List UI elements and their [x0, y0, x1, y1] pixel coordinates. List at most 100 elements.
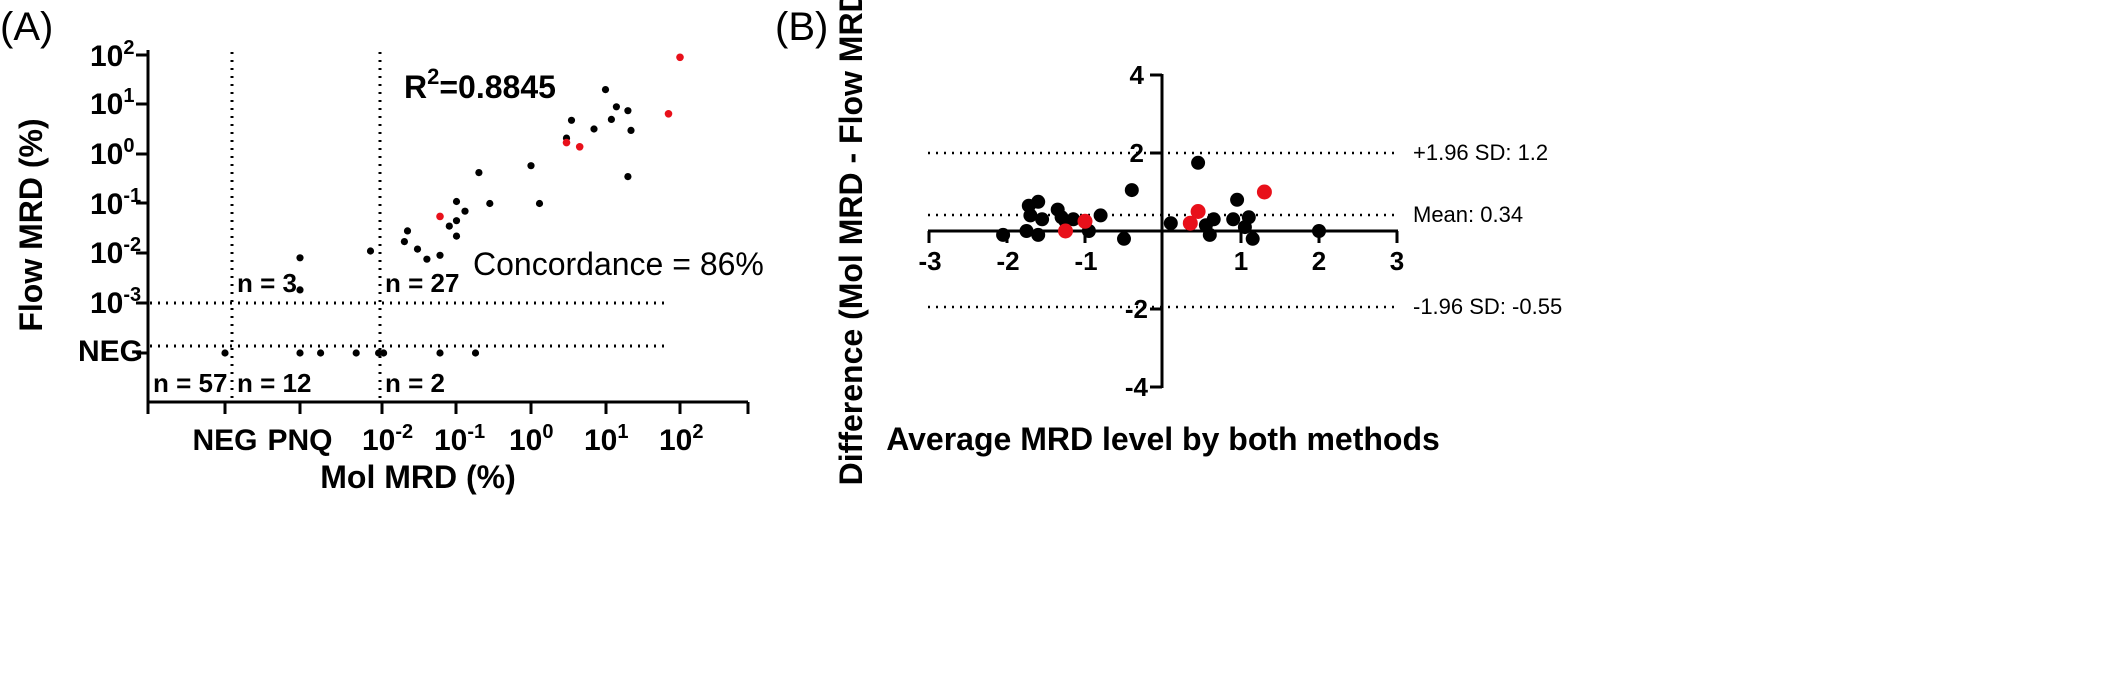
svg-text:102: 102 — [659, 421, 704, 457]
a-point-black — [471, 349, 480, 357]
a-ytick-1e-3: 10-3 — [90, 284, 141, 320]
a-point-black — [567, 116, 576, 124]
count-n57: n = 57 — [153, 368, 227, 398]
svg-text:101: 101 — [584, 421, 629, 457]
a-xtick-pnq: PNQ — [267, 424, 332, 457]
a-point-red — [575, 143, 584, 151]
svg-text:R2=0.8845: R2=0.8845 — [404, 64, 556, 105]
b-upper-loa-label: +1.96 SD: 1.2 — [1413, 140, 1548, 165]
b-lower-loa-label: -1.96 SD: -0.55 — [1413, 294, 1562, 319]
b-point-black — [1245, 231, 1260, 246]
panel-b-points — [996, 155, 1326, 246]
a-x-axis-title: Mol MRD (%) — [320, 459, 516, 495]
a-xtick-1e-2: 10-2 — [362, 421, 413, 457]
svg-text:100: 100 — [509, 421, 554, 457]
b-point-red — [1077, 213, 1093, 229]
a-point-black — [452, 197, 461, 206]
panel-a: (A) NEG 10-3 10-2 10-1 100 101 102 NEG P… — [0, 5, 764, 495]
svg-text:10-1: 10-1 — [90, 185, 141, 221]
a-point-black — [400, 238, 408, 246]
b-point-black — [1066, 212, 1081, 227]
a-ytick-1e-1: 10-1 — [90, 185, 141, 221]
b-ytick-4: 4 — [1130, 60, 1145, 90]
a-point-black — [352, 349, 360, 357]
b-point-black — [1191, 155, 1206, 170]
b-point-black — [1230, 192, 1245, 207]
panel-a-label: (A) — [0, 5, 53, 49]
a-point-black — [461, 207, 469, 215]
b-point-black — [1124, 183, 1139, 198]
a-point-black — [445, 222, 453, 230]
b-point-black — [1031, 194, 1046, 209]
a-xtick-1e0: 100 — [509, 421, 554, 457]
b-point-black — [1093, 208, 1108, 223]
svg-text:10-2: 10-2 — [90, 234, 141, 270]
a-point-black — [486, 199, 494, 208]
a-point-black — [366, 247, 375, 255]
panel-b-label: (B) — [775, 5, 828, 49]
a-point-black — [624, 107, 632, 115]
a-point-black — [413, 245, 422, 253]
svg-text:101: 101 — [90, 85, 135, 121]
a-point-black — [527, 162, 535, 170]
a-ytick-1e2: 102 — [90, 37, 135, 73]
svg-text:102: 102 — [90, 37, 135, 73]
b-point-red — [1256, 184, 1272, 200]
a-point-black — [601, 86, 610, 94]
a-point-black — [627, 126, 635, 134]
a-point-black — [475, 169, 483, 177]
b-point-black — [1206, 212, 1221, 227]
a-point-black — [452, 232, 461, 240]
a-point-red — [676, 53, 684, 62]
b-ytick-m2: -2 — [1125, 294, 1148, 324]
b-xtick-m3: -3 — [918, 246, 941, 276]
b-point-black — [996, 227, 1011, 242]
a-y-axis-title: Flow MRD (%) — [13, 118, 49, 331]
b-ytick-2: 2 — [1130, 138, 1144, 168]
svg-text:10-1: 10-1 — [434, 421, 485, 457]
a-point-black — [423, 255, 431, 263]
count-n27: n = 27 — [385, 268, 459, 298]
a-point-red — [436, 212, 444, 221]
a-xtick-1e2: 102 — [659, 421, 704, 457]
a-ytick-1e-2: 10-2 — [90, 234, 141, 270]
a-xtick-1e1: 101 — [584, 421, 629, 457]
a-point-black — [380, 349, 388, 357]
panel-b: (B) +1.96 SD: 1.2 Mean: 0.34 -1.96 SD: -… — [775, 0, 1562, 485]
panel-a-points — [221, 53, 684, 357]
svg-text:100: 100 — [90, 135, 135, 171]
a-xtick-neg: NEG — [192, 424, 257, 457]
panel-a-x-tick-marks — [146, 402, 750, 414]
b-point-black — [1019, 224, 1034, 238]
b-xtick-3: 3 — [1390, 246, 1404, 276]
b-point-black — [1035, 212, 1050, 227]
a-point-black — [436, 251, 444, 259]
b-xtick-m1: -1 — [1074, 246, 1097, 276]
a-point-black — [375, 349, 383, 357]
a-point-black — [607, 115, 616, 123]
count-n12: n = 12 — [237, 368, 311, 398]
b-xtick-2: 2 — [1312, 246, 1326, 276]
a-point-black — [221, 349, 229, 357]
a-point-black — [452, 217, 461, 225]
b-point-black — [1163, 216, 1178, 231]
a-point-black — [590, 125, 598, 133]
b-point-black — [1031, 227, 1046, 242]
svg-text:10-2: 10-2 — [362, 421, 413, 457]
b-y-axis-title: Difference (Mol MRD - Flow MRD) — [833, 0, 869, 485]
svg-text:10-3: 10-3 — [90, 284, 141, 320]
a-ytick-neg: NEG — [78, 335, 143, 368]
b-point-black — [1312, 224, 1326, 238]
b-ytick-m4: -4 — [1125, 372, 1149, 402]
a-point-black — [436, 349, 444, 357]
b-xtick-1: 1 — [1234, 246, 1248, 276]
a-point-red — [664, 110, 673, 118]
a-point-black — [296, 349, 304, 357]
b-point-red — [1182, 215, 1198, 231]
a-xtick-1e-1: 10-1 — [434, 421, 485, 457]
b-point-black — [1117, 231, 1131, 246]
a-point-black — [403, 227, 412, 235]
b-xtick-m2: -2 — [996, 246, 1019, 276]
b-mean-label: Mean: 0.34 — [1413, 202, 1523, 227]
b-point-red — [1058, 223, 1073, 239]
